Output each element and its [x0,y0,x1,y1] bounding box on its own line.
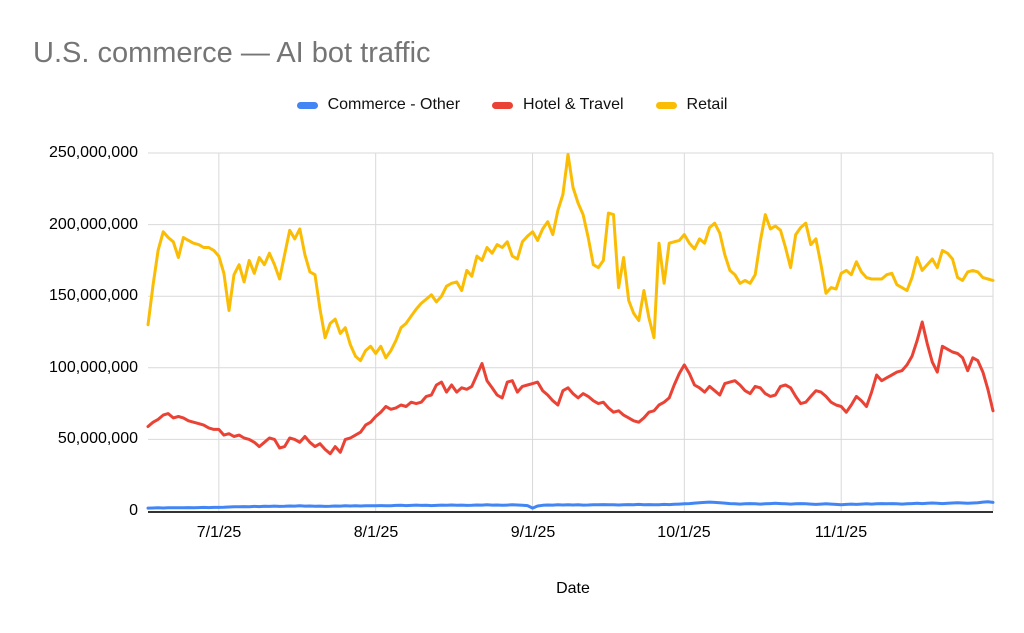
x-axis-title: Date [556,580,590,597]
chart-legend: Commerce - Other Hotel & Travel Retail [0,96,1024,114]
legend-swatch-hotel-travel-icon [492,101,514,109]
x-tick-label-nov: 11/1/25 [814,524,868,541]
y-tick-label-50m: 50,000,000 [57,430,138,447]
plot-area [146,152,995,513]
legend-item-retail: Retail [655,96,728,114]
y-tick-label-200m: 200,000,000 [49,216,138,233]
x-tick-label-oct: 10/1/25 [657,524,711,541]
legend-label-commerce-other: Commerce - Other [327,96,461,113]
legend-label-retail: Retail [686,96,728,113]
legend-swatch-retail-icon [655,101,677,109]
x-tick-label-sep: 9/1/25 [510,524,556,541]
y-tick-label-100m: 100,000,000 [49,359,138,376]
chart-title: U.S. commerce — AI bot traffic [33,37,431,69]
y-tick-label-250m: 250,000,000 [49,144,138,161]
series-line-hotel-travel [146,320,995,456]
x-tick-label-aug: 8/1/25 [353,524,399,541]
legend-label-hotel-travel: Hotel & Travel [523,96,624,113]
series-line-retail [146,152,995,363]
legend-swatch-commerce-other-icon [296,101,318,109]
series-line-commerce-other [146,500,995,510]
legend-item-hotel-travel: Hotel & Travel [492,96,624,114]
y-tick-label-150m: 150,000,000 [49,287,138,304]
y-tick-label-0: 0 [129,502,138,519]
x-tick-label-jul: 7/1/25 [196,524,242,541]
legend-item-commerce-other: Commerce - Other [296,96,461,114]
